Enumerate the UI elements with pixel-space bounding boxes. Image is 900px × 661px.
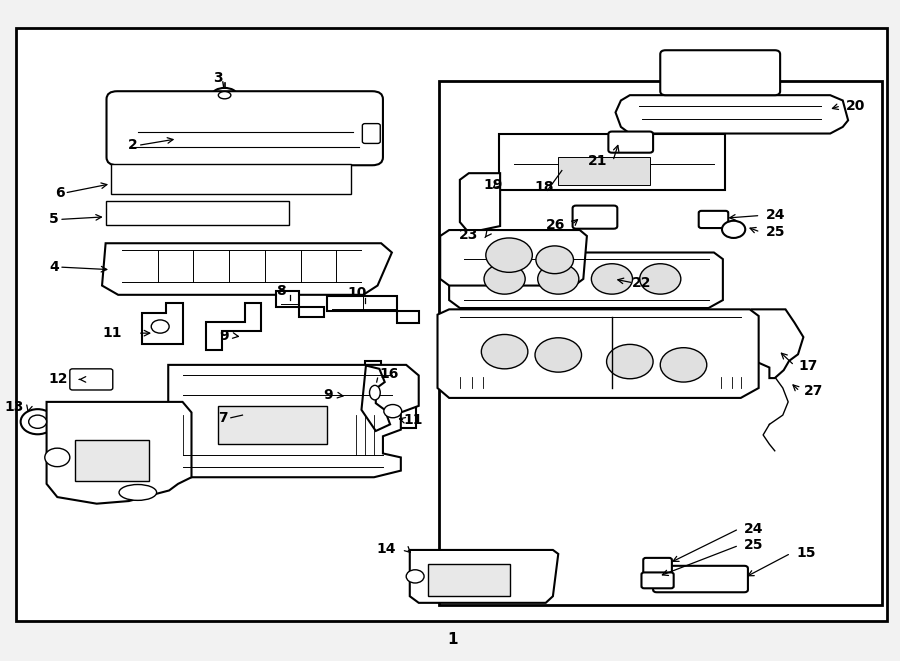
Circle shape — [591, 264, 633, 294]
Ellipse shape — [119, 485, 157, 500]
Text: 22: 22 — [632, 276, 651, 290]
Text: 4: 4 — [50, 260, 59, 274]
Text: 9: 9 — [323, 388, 333, 403]
Text: 9: 9 — [220, 329, 230, 343]
Circle shape — [21, 409, 55, 434]
Circle shape — [482, 334, 528, 369]
Text: 14: 14 — [376, 541, 395, 556]
FancyBboxPatch shape — [698, 211, 728, 228]
Circle shape — [535, 338, 581, 372]
Polygon shape — [142, 303, 184, 344]
Text: 25: 25 — [744, 538, 764, 553]
Polygon shape — [449, 253, 723, 308]
FancyBboxPatch shape — [558, 157, 650, 185]
Text: 12: 12 — [49, 372, 68, 387]
FancyBboxPatch shape — [644, 558, 672, 575]
Polygon shape — [460, 173, 500, 233]
Polygon shape — [328, 296, 418, 323]
Circle shape — [406, 570, 424, 583]
Text: 23: 23 — [458, 228, 478, 243]
FancyBboxPatch shape — [219, 406, 328, 444]
Text: 8: 8 — [276, 284, 286, 298]
Polygon shape — [746, 309, 804, 378]
FancyBboxPatch shape — [661, 50, 780, 95]
Text: 11: 11 — [103, 326, 122, 340]
Polygon shape — [437, 309, 759, 398]
Text: 27: 27 — [805, 384, 824, 399]
FancyBboxPatch shape — [105, 201, 289, 225]
Polygon shape — [275, 291, 324, 317]
Text: 13: 13 — [4, 400, 23, 414]
Ellipse shape — [212, 88, 237, 102]
FancyBboxPatch shape — [106, 91, 382, 165]
Text: 1: 1 — [447, 632, 458, 646]
Polygon shape — [362, 366, 390, 431]
Ellipse shape — [370, 385, 381, 400]
Polygon shape — [410, 550, 558, 603]
Circle shape — [640, 264, 680, 294]
FancyBboxPatch shape — [653, 566, 748, 592]
FancyBboxPatch shape — [70, 369, 112, 390]
Text: 25: 25 — [766, 225, 786, 239]
Circle shape — [383, 405, 401, 418]
Polygon shape — [616, 95, 848, 134]
Circle shape — [45, 448, 70, 467]
Circle shape — [536, 246, 573, 274]
Polygon shape — [440, 230, 587, 286]
Text: 3: 3 — [213, 71, 223, 85]
Ellipse shape — [219, 91, 231, 99]
FancyBboxPatch shape — [111, 164, 351, 194]
Text: 11: 11 — [403, 413, 423, 428]
Text: 10: 10 — [347, 286, 366, 301]
FancyBboxPatch shape — [608, 132, 653, 153]
Polygon shape — [47, 402, 192, 504]
Text: 18: 18 — [535, 180, 554, 194]
Circle shape — [486, 238, 532, 272]
Text: 15: 15 — [796, 546, 815, 561]
Text: 21: 21 — [588, 154, 608, 169]
FancyBboxPatch shape — [439, 81, 882, 605]
FancyBboxPatch shape — [363, 124, 381, 143]
FancyBboxPatch shape — [76, 440, 148, 481]
FancyBboxPatch shape — [428, 564, 510, 596]
FancyBboxPatch shape — [500, 134, 724, 190]
FancyBboxPatch shape — [16, 28, 886, 621]
Text: 16: 16 — [380, 367, 399, 381]
Circle shape — [484, 264, 526, 294]
Text: 7: 7 — [218, 411, 228, 426]
FancyBboxPatch shape — [642, 572, 674, 588]
Text: 26: 26 — [546, 217, 565, 232]
Polygon shape — [326, 361, 381, 408]
Text: 6: 6 — [55, 186, 65, 200]
Text: 24: 24 — [766, 208, 786, 223]
Text: 17: 17 — [798, 358, 817, 373]
Text: 24: 24 — [744, 522, 764, 536]
Circle shape — [151, 320, 169, 333]
Text: 2: 2 — [128, 138, 138, 153]
Circle shape — [722, 221, 745, 238]
Circle shape — [607, 344, 653, 379]
Polygon shape — [102, 243, 392, 295]
Text: 20: 20 — [846, 98, 866, 113]
Polygon shape — [206, 303, 261, 350]
Circle shape — [29, 415, 47, 428]
Polygon shape — [147, 365, 419, 477]
Circle shape — [661, 348, 707, 382]
FancyBboxPatch shape — [572, 206, 617, 229]
Circle shape — [537, 264, 579, 294]
Text: 5: 5 — [50, 212, 59, 227]
Polygon shape — [375, 387, 416, 428]
Text: 19: 19 — [483, 178, 503, 192]
